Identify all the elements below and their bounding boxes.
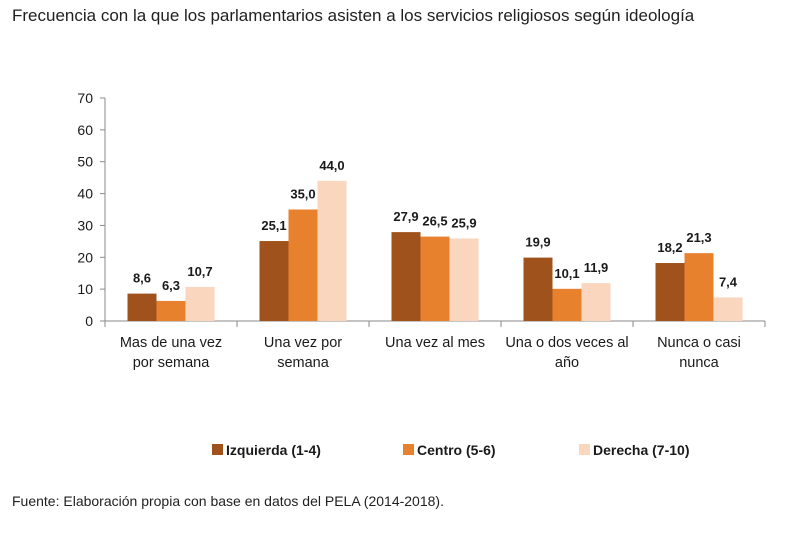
y-tick-label: 0 bbox=[85, 313, 93, 329]
x-category-label: Una vez al mes bbox=[385, 335, 485, 351]
bar bbox=[523, 257, 553, 321]
x-category-label: Una o dos veces al año bbox=[505, 335, 628, 371]
bar bbox=[420, 236, 450, 321]
data-label: 10,1 bbox=[554, 266, 579, 281]
chart-title: Frecuencia con la que los parlamentarios… bbox=[12, 6, 695, 25]
legend-label: Derecha (7-10) bbox=[593, 442, 690, 458]
data-label: 25,1 bbox=[261, 218, 286, 233]
chart-bars bbox=[127, 180, 743, 321]
y-tick-label: 20 bbox=[77, 249, 93, 265]
bar bbox=[127, 293, 157, 321]
bar bbox=[288, 209, 318, 321]
bar bbox=[713, 297, 743, 321]
data-label: 44,0 bbox=[319, 158, 344, 173]
data-label: 18,2 bbox=[657, 240, 682, 255]
data-label: 7,4 bbox=[719, 274, 738, 289]
chart-data-labels: 8,6 6,3 10,7 25,1 35,0 44,0 27,9 26,5 25,9 19,9 10… bbox=[133, 158, 738, 293]
bar bbox=[449, 238, 479, 321]
y-tick-label: 10 bbox=[77, 281, 93, 297]
y-tick-label: 70 bbox=[77, 90, 93, 106]
data-label: 26,5 bbox=[422, 214, 447, 229]
bar bbox=[684, 253, 714, 321]
legend-label: Centro (5-6) bbox=[417, 442, 496, 458]
data-label: 35,0 bbox=[290, 187, 315, 202]
bar bbox=[185, 286, 215, 321]
bar bbox=[156, 300, 186, 321]
bar bbox=[581, 283, 611, 321]
y-tick-label: 40 bbox=[77, 186, 93, 202]
bar bbox=[317, 180, 347, 321]
data-label: 27,9 bbox=[393, 209, 418, 224]
bar bbox=[391, 232, 421, 321]
chart-axes: 0 10 20 30 40 50 60 70 Mas de una vez por semana U… bbox=[77, 90, 766, 371]
legend-label: Izquierda (1-4) bbox=[226, 442, 321, 458]
data-label: 8,6 bbox=[133, 271, 151, 286]
chart-legend: Izquierda (1-4) Centro (5-6) Derecha (7-10… bbox=[212, 442, 690, 458]
data-label: 6,3 bbox=[162, 278, 180, 293]
data-label: 11,9 bbox=[584, 260, 609, 275]
y-tick-label: 30 bbox=[77, 217, 93, 233]
x-category-label: Mas de una vez por semana bbox=[120, 335, 222, 371]
data-label: 10,7 bbox=[187, 264, 212, 279]
legend-swatch bbox=[212, 444, 223, 455]
data-label: 19,9 bbox=[525, 235, 550, 250]
legend-swatch bbox=[403, 444, 414, 455]
y-tick-label: 50 bbox=[77, 154, 93, 170]
data-label: 25,9 bbox=[451, 215, 476, 230]
x-category-label: Una vez por semana bbox=[264, 335, 342, 371]
source-note: Fuente: Elaboración propia con base en d… bbox=[12, 493, 444, 509]
bar bbox=[552, 288, 582, 321]
y-tick-label: 60 bbox=[77, 122, 93, 138]
bar bbox=[259, 241, 289, 321]
x-category-label: Nunca o casi nunca bbox=[657, 335, 741, 371]
bar bbox=[655, 263, 685, 321]
legend-swatch bbox=[579, 444, 590, 455]
data-label: 21,3 bbox=[686, 230, 711, 245]
